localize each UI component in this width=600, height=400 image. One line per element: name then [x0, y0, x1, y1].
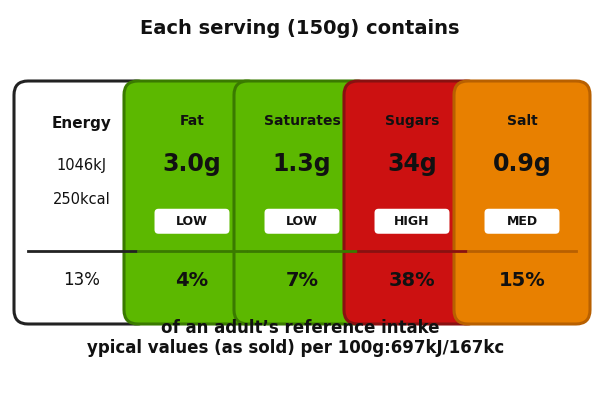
- FancyBboxPatch shape: [374, 209, 449, 234]
- FancyBboxPatch shape: [155, 209, 229, 234]
- Text: Saturates: Saturates: [263, 114, 340, 128]
- FancyBboxPatch shape: [14, 81, 150, 324]
- FancyBboxPatch shape: [124, 81, 260, 324]
- FancyBboxPatch shape: [454, 81, 590, 324]
- FancyBboxPatch shape: [344, 81, 480, 324]
- Text: 34g: 34g: [387, 152, 437, 176]
- Text: 1.3g: 1.3g: [272, 152, 331, 176]
- Text: of an adult’s reference intake: of an adult’s reference intake: [161, 319, 439, 337]
- Text: 1046kJ: 1046kJ: [57, 158, 107, 173]
- Text: ypical values (as sold) per 100g:697kJ/167kc: ypical values (as sold) per 100g:697kJ/1…: [88, 339, 505, 357]
- Text: 38%: 38%: [389, 271, 436, 290]
- FancyBboxPatch shape: [265, 209, 340, 234]
- Text: 7%: 7%: [286, 271, 319, 290]
- Text: Each serving (150g) contains: Each serving (150g) contains: [140, 18, 460, 38]
- Text: 0.9g: 0.9g: [493, 152, 551, 176]
- Text: 13%: 13%: [64, 272, 100, 290]
- Text: LOW: LOW: [286, 215, 318, 228]
- Text: Energy: Energy: [52, 116, 112, 130]
- Text: 3.0g: 3.0g: [163, 152, 221, 176]
- Text: HIGH: HIGH: [394, 215, 430, 228]
- Text: Fat: Fat: [179, 114, 205, 128]
- FancyBboxPatch shape: [485, 209, 559, 234]
- Text: 4%: 4%: [175, 271, 209, 290]
- Text: Sugars: Sugars: [385, 114, 439, 128]
- Text: 15%: 15%: [499, 271, 545, 290]
- FancyBboxPatch shape: [234, 81, 370, 324]
- Text: 250kcal: 250kcal: [53, 192, 111, 207]
- Text: MED: MED: [506, 215, 538, 228]
- Text: Salt: Salt: [506, 114, 538, 128]
- Text: LOW: LOW: [176, 215, 208, 228]
